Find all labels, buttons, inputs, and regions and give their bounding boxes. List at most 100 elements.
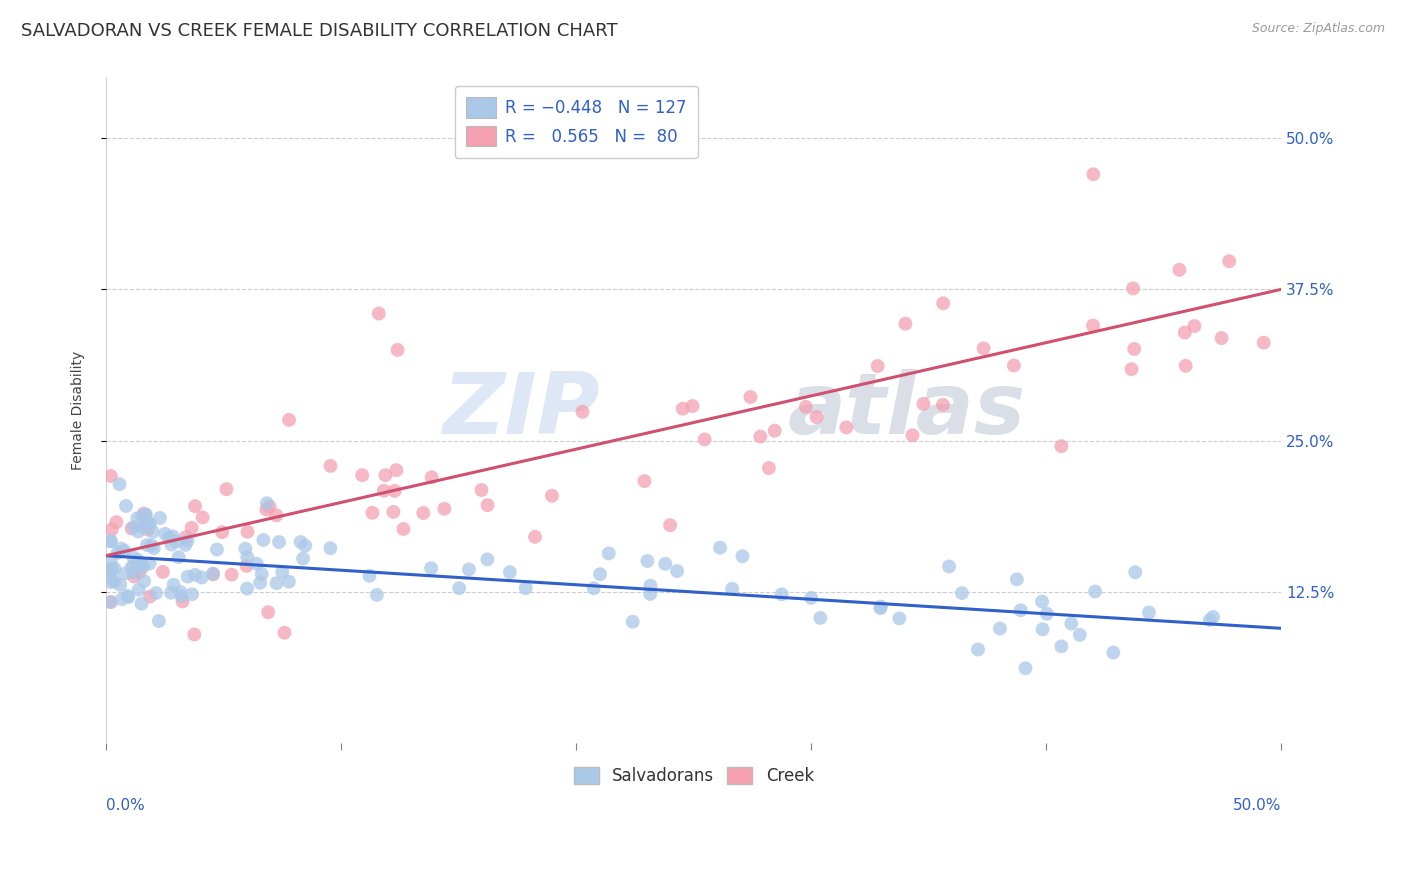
Point xyxy=(249,575,271,590)
Point xyxy=(100,564,122,578)
Point xyxy=(257,605,280,619)
Point xyxy=(387,343,409,357)
Point xyxy=(141,539,163,553)
Point xyxy=(1102,646,1125,660)
Point xyxy=(266,576,288,591)
Point xyxy=(167,550,190,565)
Point xyxy=(117,589,139,603)
Point xyxy=(172,594,194,608)
Point xyxy=(1174,359,1197,373)
Text: ZIP: ZIP xyxy=(441,369,600,452)
Point xyxy=(640,578,662,592)
Point xyxy=(132,520,155,534)
Point xyxy=(122,569,145,583)
Point xyxy=(135,508,157,522)
Point xyxy=(1031,594,1053,608)
Point xyxy=(1174,326,1197,340)
Point xyxy=(128,582,150,597)
Point xyxy=(250,566,273,581)
Point xyxy=(420,470,443,484)
Point xyxy=(1060,616,1083,631)
Point xyxy=(191,570,214,584)
Point xyxy=(121,561,143,575)
Point xyxy=(183,627,205,641)
Point xyxy=(114,566,136,581)
Point xyxy=(136,538,159,552)
Point xyxy=(122,566,145,580)
Point xyxy=(252,533,274,547)
Point xyxy=(749,429,772,443)
Point xyxy=(721,582,744,596)
Point xyxy=(100,534,122,549)
Point xyxy=(160,537,183,551)
Text: Source: ZipAtlas.com: Source: ZipAtlas.com xyxy=(1251,22,1385,36)
Point xyxy=(135,508,157,522)
Point xyxy=(1002,359,1025,373)
Point xyxy=(361,506,384,520)
Point xyxy=(385,463,408,477)
Point xyxy=(233,541,256,556)
Point xyxy=(236,582,259,596)
Point xyxy=(132,507,155,521)
Point xyxy=(598,546,620,560)
Point xyxy=(108,477,131,491)
Point xyxy=(108,578,131,592)
Point xyxy=(894,317,917,331)
Point xyxy=(932,398,955,412)
Point xyxy=(1036,607,1059,621)
Point xyxy=(162,529,184,543)
Point xyxy=(1184,318,1206,333)
Point xyxy=(136,523,159,537)
Point xyxy=(138,557,160,571)
Point xyxy=(100,469,122,483)
Point xyxy=(477,498,499,512)
Point xyxy=(215,482,238,496)
Point xyxy=(100,575,122,590)
Point xyxy=(420,561,443,575)
Point xyxy=(835,420,858,434)
Point xyxy=(889,611,911,625)
Text: SALVADORAN VS CREEK FEMALE DISABILITY CORRELATION CHART: SALVADORAN VS CREEK FEMALE DISABILITY CO… xyxy=(21,22,617,40)
Point xyxy=(810,611,832,625)
Point xyxy=(470,483,492,497)
Point xyxy=(121,521,143,535)
Point xyxy=(731,549,754,564)
Point xyxy=(100,595,122,609)
Point xyxy=(800,591,823,605)
Point xyxy=(912,397,935,411)
Point xyxy=(666,564,689,578)
Point xyxy=(621,615,644,629)
Point xyxy=(128,566,150,580)
Point xyxy=(794,400,817,414)
Point xyxy=(477,552,499,566)
Point xyxy=(638,587,661,601)
Text: 50.0%: 50.0% xyxy=(1233,797,1281,813)
Point xyxy=(1198,613,1220,627)
Point xyxy=(202,567,225,582)
Point xyxy=(901,428,924,442)
Point xyxy=(382,505,405,519)
Point xyxy=(100,562,122,576)
Point xyxy=(135,519,157,533)
Point xyxy=(134,574,156,589)
Point xyxy=(1211,331,1233,345)
Point xyxy=(273,625,295,640)
Point xyxy=(117,591,139,605)
Point xyxy=(105,516,128,530)
Point xyxy=(682,399,704,413)
Point xyxy=(278,413,301,427)
Point xyxy=(184,499,207,513)
Point xyxy=(988,622,1011,636)
Point xyxy=(142,524,165,539)
Point xyxy=(458,562,481,576)
Point xyxy=(763,424,786,438)
Point xyxy=(100,554,122,568)
Point xyxy=(1081,318,1104,333)
Point xyxy=(693,433,716,447)
Point xyxy=(165,534,187,549)
Point xyxy=(127,553,149,567)
Point xyxy=(138,516,160,531)
Point xyxy=(659,518,682,533)
Point xyxy=(115,499,138,513)
Point xyxy=(1005,573,1028,587)
